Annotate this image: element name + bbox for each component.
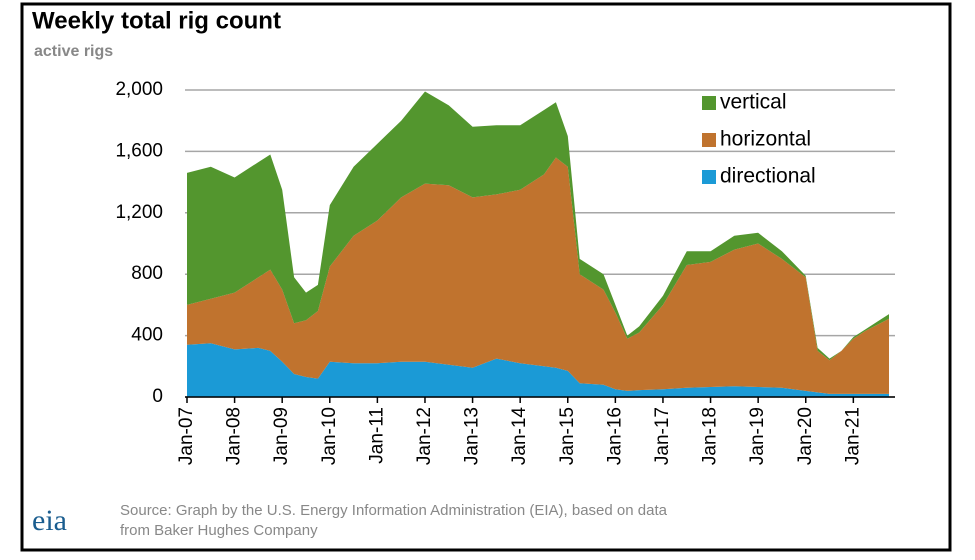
source-line: from Baker Hughes Company	[120, 522, 318, 539]
legend-swatch	[702, 133, 716, 147]
x-tick-label: Jan-17	[652, 407, 673, 465]
area	[187, 91, 889, 361]
y-tick-label: 0	[152, 386, 163, 407]
x-tick-label: Jan-18	[700, 407, 721, 465]
area	[187, 157, 889, 394]
y-tick-label: 400	[131, 325, 163, 346]
x-tick-label: Jan-07	[176, 407, 197, 465]
legend-label: vertical	[720, 91, 787, 114]
y-tick-label: 800	[131, 263, 163, 284]
chart-title: Weekly total rig count	[32, 7, 281, 34]
logo: eia	[32, 504, 67, 537]
x-tick-label: Jan-15	[557, 407, 578, 465]
area	[187, 343, 889, 397]
x-tick-label: Jan-19	[747, 407, 768, 465]
x-tick-label: Jan-12	[414, 407, 435, 465]
legend-label: directional	[720, 165, 816, 188]
x-tick-label: Jan-11	[366, 407, 387, 464]
y-tick-label: 1,600	[115, 140, 163, 161]
x-tick-label: Jan-13	[462, 407, 483, 465]
legend-swatch	[702, 170, 716, 184]
x-tick-label: Jan-08	[224, 407, 245, 465]
x-tick-label: Jan-16	[604, 407, 625, 465]
legend-swatch	[702, 96, 716, 110]
x-tick-label: Jan-10	[319, 407, 340, 465]
x-tick-label: Jan-09	[271, 407, 292, 465]
y-tick-label: 1,200	[115, 202, 163, 223]
x-tick-label: Jan-14	[509, 407, 530, 466]
source-line: Source: Graph by the U.S. Energy Informa…	[120, 502, 668, 519]
y-tick-label: 2,000	[115, 79, 163, 100]
y-axis-label: active rigs	[34, 43, 113, 60]
legend-label: horizontal	[720, 128, 811, 151]
x-tick-label: Jan-20	[795, 407, 816, 465]
x-tick-label: Jan-21	[842, 407, 863, 465]
